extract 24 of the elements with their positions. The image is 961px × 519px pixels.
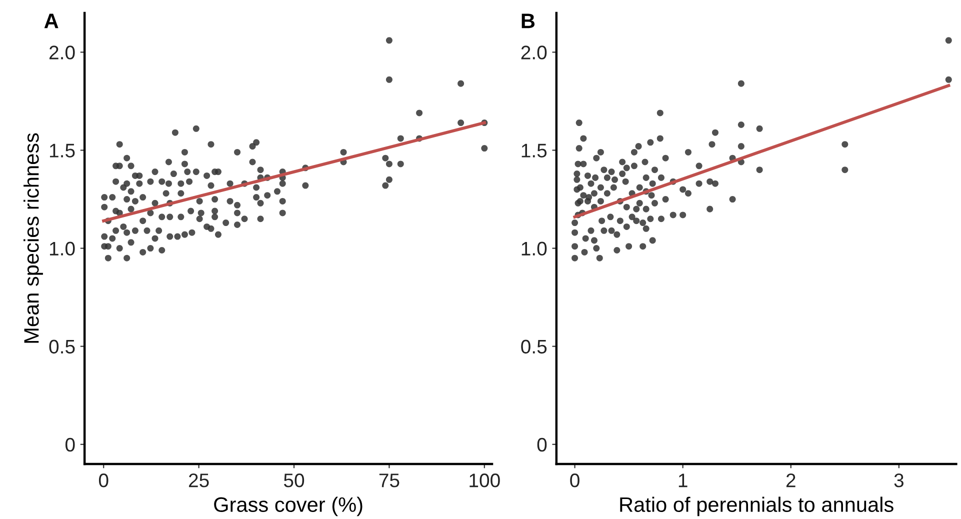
x-tick-label: 25	[188, 474, 209, 488]
y-tick-label: 1.5	[50, 144, 75, 158]
x-tick-label: 75	[379, 474, 400, 488]
y-tick-label: 2.0	[49, 46, 75, 60]
y-tick-label: 0	[537, 438, 547, 452]
x-tick-label: 2	[786, 474, 796, 488]
x-axis-title: Grass cover (%)	[214, 496, 362, 516]
x-tick-label: 0	[98, 474, 108, 488]
text: B	[522, 14, 535, 28]
y-tick-label: 1.0	[522, 242, 547, 256]
x-axis-title: Ratio of perennials to annuals	[620, 496, 894, 516]
y-axis-title: Mean species richness	[24, 133, 43, 343]
x-tick-label: 3	[894, 474, 904, 488]
x-tick-label: 100	[470, 474, 500, 488]
y-tick-label: 1.5	[522, 144, 547, 158]
x-tick-label: 1	[678, 474, 688, 488]
y-tick-label: 0	[65, 438, 75, 452]
text: A	[44, 14, 58, 28]
y-tick-label: 0.5	[521, 340, 547, 354]
x-tick-label: 50	[284, 474, 304, 488]
y-tick-label: 1.0	[50, 242, 75, 256]
x-tick-label: 0	[570, 474, 580, 488]
y-tick-label: 0.5	[49, 340, 75, 354]
y-tick-label: 2.0	[521, 46, 547, 60]
